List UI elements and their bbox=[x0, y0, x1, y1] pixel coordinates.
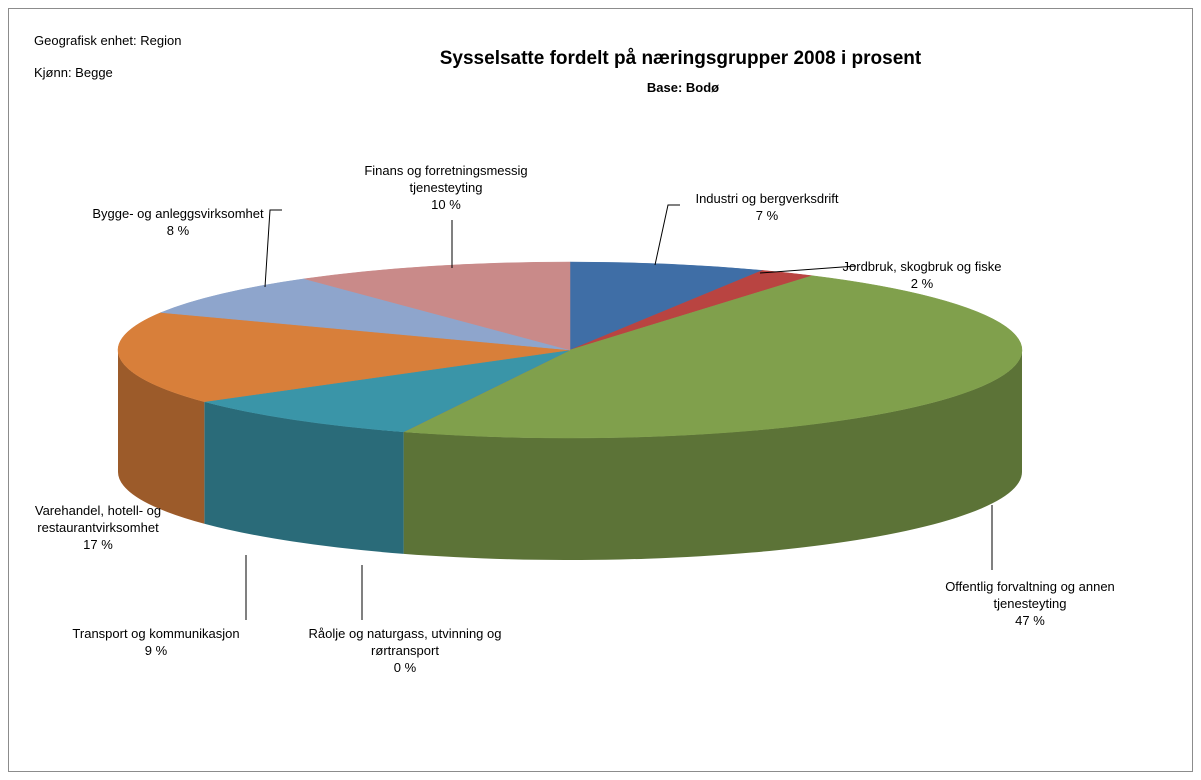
slice-side bbox=[403, 350, 1023, 560]
leader-line bbox=[759, 265, 857, 274]
category-name: Industri og bergverksdrift bbox=[695, 191, 839, 206]
value-label: 9 % bbox=[144, 643, 168, 658]
slice-side bbox=[204, 401, 404, 554]
slice bbox=[304, 261, 571, 351]
chart-title: Sysselsatte fordelt på næringsgrupper 20… bbox=[439, 48, 922, 69]
category-name: Varehandel, hotell- og restaurantvirksom… bbox=[34, 503, 162, 535]
geo-label: Geografisk enhet: Region bbox=[34, 33, 182, 48]
slice-label: Transport og kommunikasjon 9 % bbox=[41, 625, 271, 659]
category-name: Offentlig forvaltning og annen tjenestey… bbox=[945, 579, 1115, 611]
value-label: 8 % bbox=[166, 223, 190, 238]
value-label: 7 % bbox=[755, 208, 779, 223]
slice-label: Råolje og naturgass, utvinning og rørtra… bbox=[280, 625, 530, 676]
value-label: 10 % bbox=[431, 197, 461, 212]
slice-label: Jordbruk, skogbruk og fiske 2 % bbox=[822, 258, 1022, 292]
chart-frame bbox=[8, 8, 1193, 772]
gender-label: Kjønn: Begge bbox=[34, 65, 113, 80]
slice bbox=[160, 278, 571, 351]
value-label: 47 % bbox=[1015, 613, 1045, 628]
category-name: Transport og kommunikasjon bbox=[72, 626, 240, 641]
slice bbox=[204, 349, 571, 433]
slice bbox=[402, 275, 1023, 439]
slice-label: Finans og forretningsmessig tjenesteytin… bbox=[336, 162, 556, 213]
slice bbox=[569, 261, 763, 351]
chart-subtitle: Base: Bodø bbox=[646, 80, 720, 95]
leader-line bbox=[264, 209, 282, 288]
category-name: Jordbruk, skogbruk og fiske bbox=[842, 259, 1002, 274]
category-name: Finans og forretningsmessig tjenesteytin… bbox=[364, 163, 528, 195]
value-label: 0 % bbox=[393, 660, 417, 675]
slice-side bbox=[118, 350, 205, 524]
category-name: Råolje og naturgass, utvinning og rørtra… bbox=[308, 626, 502, 658]
leader-line bbox=[654, 204, 680, 266]
value-label: 17 % bbox=[83, 537, 113, 552]
slice-label: Bygge- og anleggsvirksomhet 8 % bbox=[63, 205, 293, 239]
slice-label: Varehandel, hotell- og restaurantvirksom… bbox=[13, 502, 183, 553]
category-name: Bygge- og anleggsvirksomhet bbox=[92, 206, 264, 221]
slice-label: Offentlig forvaltning og annen tjenestey… bbox=[920, 578, 1140, 629]
slice-label: Industri og bergverksdrift 7 % bbox=[657, 190, 877, 224]
slice bbox=[117, 312, 571, 402]
value-label: 2 % bbox=[910, 276, 934, 291]
